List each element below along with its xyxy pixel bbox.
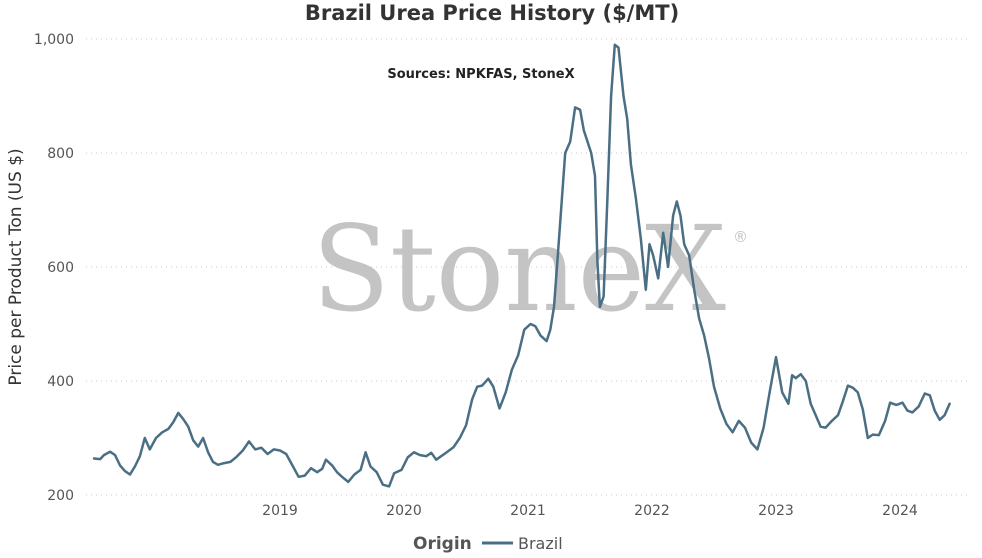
grid xyxy=(86,38,968,496)
y-tick-label-600: 600 xyxy=(47,260,74,276)
x-tick-label-2020: 2020 xyxy=(386,503,422,519)
y-tick-label-800: 800 xyxy=(47,146,74,162)
x-tick-label-2019: 2019 xyxy=(262,503,298,519)
y-tick-label-200: 200 xyxy=(47,488,74,504)
legend: Origin Brazil xyxy=(413,534,563,554)
y-tick-label-400: 400 xyxy=(47,374,74,390)
legend-title: Origin xyxy=(413,534,472,554)
chart-title: Brazil Urea Price History ($/MT) xyxy=(305,1,679,25)
y-axis: 200 400 600 800 1,000 xyxy=(34,32,74,504)
watermark: StoneX ® xyxy=(312,200,748,338)
y-axis-label: Price per Product Ton (US $) xyxy=(6,148,26,385)
x-tick-label-2021: 2021 xyxy=(510,503,546,519)
x-tick-label-2023: 2023 xyxy=(758,503,794,519)
chart-subtitle: Sources: NPKFAS, StoneX xyxy=(387,67,574,82)
x-tick-label-2022: 2022 xyxy=(634,503,670,519)
legend-item-brazil: Brazil xyxy=(518,534,563,553)
x-axis: 2019 2020 2021 2022 2023 2024 xyxy=(262,503,918,519)
watermark-text: StoneX xyxy=(312,200,726,338)
series-line-brazil xyxy=(92,43,951,488)
registered-mark: ® xyxy=(733,228,748,246)
x-tick-label-2024: 2024 xyxy=(882,503,918,519)
series-brazil xyxy=(92,43,951,488)
y-tick-label-1000: 1,000 xyxy=(34,32,74,48)
